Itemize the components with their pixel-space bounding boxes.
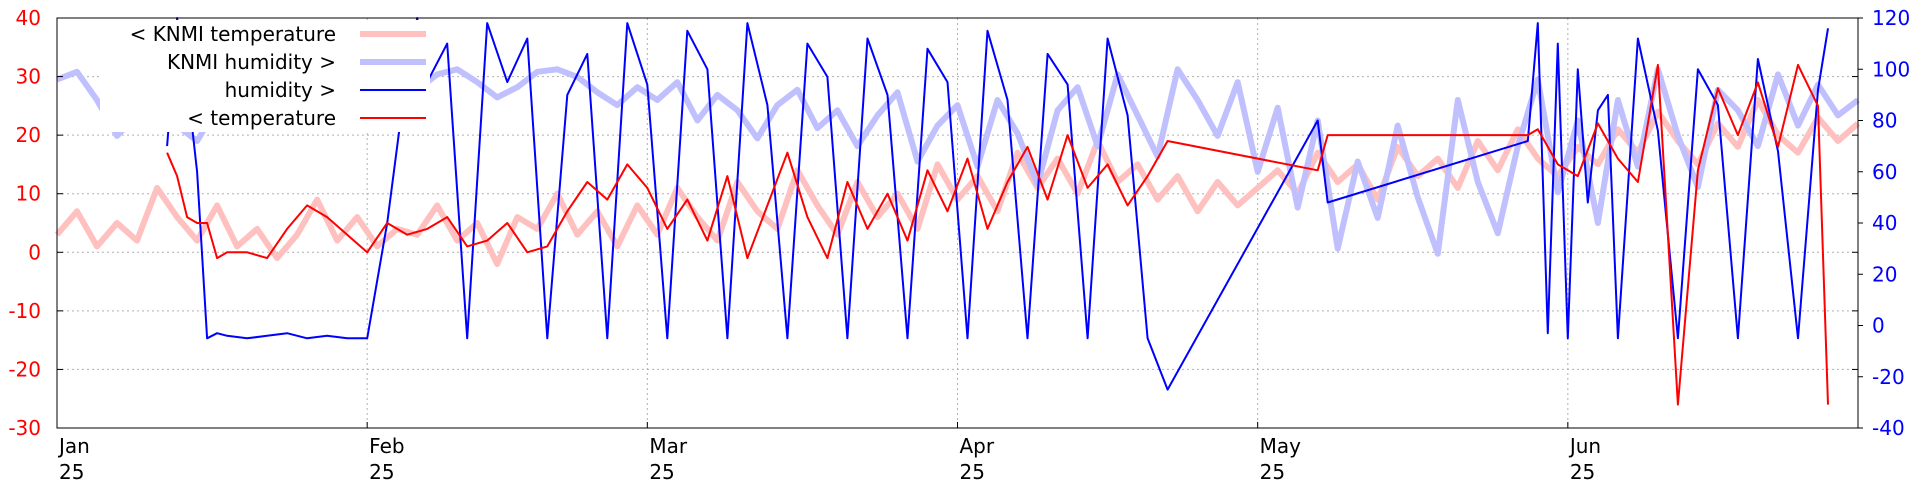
y-left-tick-label: -30	[8, 416, 41, 440]
x-tick-label-year: 25	[1260, 460, 1285, 480]
y-right-tick-label: 100	[1872, 57, 1910, 81]
x-tick-label-month: Jun	[1568, 434, 1601, 458]
y-left-tick-label: 10	[16, 182, 41, 206]
x-tick-label-year: 25	[369, 460, 394, 480]
x-tick-label-year: 25	[649, 460, 674, 480]
x-tick-label-year: 25	[1570, 460, 1595, 480]
x-tick-label-month: Feb	[369, 434, 404, 458]
y-right-tick-label: 0	[1872, 314, 1885, 338]
x-tick-label-month: Apr	[960, 434, 995, 458]
x-tick-label-year: 25	[59, 460, 84, 480]
y-right-tick-label: 40	[1872, 211, 1897, 235]
legend-label: KNMI humidity >	[167, 50, 336, 74]
y-left-tick-label: -20	[8, 357, 41, 381]
y-right-tick-label: -20	[1872, 365, 1905, 389]
y-left-tick-label: 40	[16, 6, 41, 30]
legend: < KNMI temperature KNMI humidity > humidit…	[100, 20, 430, 132]
y-right-tick-label: -40	[1872, 416, 1905, 440]
x-tick-label-month: May	[1260, 434, 1302, 458]
y-right-tick-label: 20	[1872, 262, 1897, 286]
legend-background	[100, 20, 430, 132]
y-left-tick-label: 20	[16, 123, 41, 147]
y-right-tick-label: 60	[1872, 160, 1897, 184]
y-right-tick-label: 120	[1872, 6, 1910, 30]
legend-label: < temperature	[187, 106, 336, 130]
y-left-tick-label: 0	[28, 240, 41, 264]
legend-label: < KNMI temperature	[130, 22, 336, 46]
legend-label: humidity >	[225, 78, 336, 102]
y-right-tick-label: 80	[1872, 109, 1897, 133]
y-left-tick-label: 30	[16, 65, 41, 89]
series-line-humidity	[166, 17, 1829, 391]
y-left-tick-label: -10	[8, 299, 41, 323]
x-tick-label-month: Mar	[649, 434, 688, 458]
axes-layer: -30 -20 -10 0 10 20 30 40 -40 -20 0 20 40 60 80 100 120 J…	[8, 6, 1910, 480]
x-tick-label-year: 25	[960, 460, 985, 480]
series-line-temperature	[166, 63, 1829, 406]
x-tick-label-month: Jan	[57, 434, 90, 458]
